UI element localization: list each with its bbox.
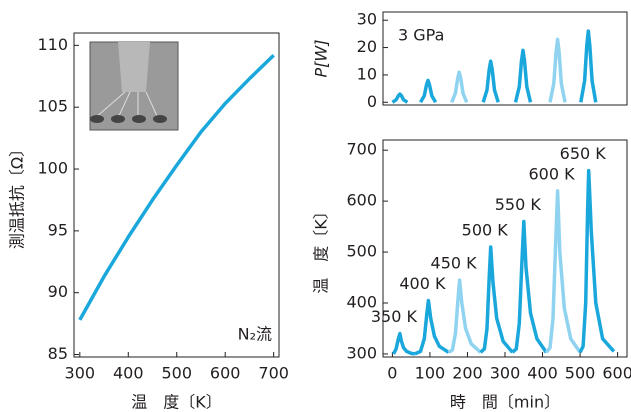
y-tick-label: 90	[48, 282, 68, 301]
inset-wire	[94, 91, 126, 119]
x-tick-label: 300	[65, 364, 96, 383]
y-tick-label: 600	[346, 191, 377, 210]
data-line	[578, 168, 616, 354]
y-tick-label: 95	[48, 220, 68, 239]
y-tick-label: 110	[37, 35, 68, 54]
peak-label: 400 K	[399, 274, 446, 293]
inset-pad	[90, 115, 104, 123]
y-axis-label: 温 度〔K〕	[312, 203, 331, 294]
y-tick-label: 400	[346, 293, 377, 312]
inset-pattern	[118, 42, 150, 92]
data-line	[511, 219, 548, 354]
x-tick-label: 600	[210, 364, 241, 383]
peak-label: 500 K	[462, 220, 509, 239]
data-line	[513, 48, 533, 103]
x-tick-label: 100	[415, 364, 446, 383]
annotation: N₂流	[238, 325, 272, 344]
x-tick-label: 700	[258, 364, 289, 383]
data-line	[544, 189, 582, 354]
data-line	[479, 245, 514, 354]
y-tick-label: 10	[357, 64, 377, 83]
y-tick-label: 30	[357, 10, 377, 29]
y-axis-label: 測温抵抗〔Ω〕	[8, 141, 27, 249]
peak-label: 550 K	[495, 195, 542, 214]
inset-pad	[153, 115, 167, 123]
peak-label: 600 K	[528, 164, 575, 183]
y-tick-label: 100	[37, 159, 68, 178]
y-tick-label: 300	[346, 343, 377, 362]
data-line	[391, 92, 409, 104]
inset-wire	[145, 91, 159, 119]
y-axis-label: P[W]	[312, 40, 331, 78]
data-line	[481, 59, 500, 103]
data-line	[447, 278, 482, 354]
x-tick-label: 500	[565, 364, 596, 383]
y-tick-label: 500	[346, 242, 377, 261]
peak-label: 350 K	[371, 307, 418, 326]
y-tick-label: 85	[48, 344, 68, 363]
plot-frame	[382, 11, 628, 106]
data-line	[450, 70, 469, 103]
x-tick-label: 400	[527, 364, 558, 383]
data-line	[579, 29, 598, 103]
x-axis-label: 時 間〔min〕	[450, 393, 560, 412]
data-line	[548, 37, 567, 103]
x-tick-label: 400	[113, 364, 144, 383]
data-line	[414, 298, 450, 356]
inset-pad	[111, 115, 125, 123]
data-line	[418, 78, 438, 104]
y-tick-label: 0	[367, 92, 377, 111]
x-tick-label: 300	[490, 364, 521, 383]
peak-label: 450 K	[431, 254, 478, 273]
x-axis-label: 温 度〔K〕	[131, 393, 222, 412]
inset-wire	[117, 91, 131, 119]
y-tick-label: 700	[346, 140, 377, 159]
peak-label: 650 K	[560, 144, 607, 163]
y-tick-label: 105	[37, 97, 68, 116]
data-line	[78, 54, 275, 321]
data-line	[391, 331, 416, 356]
inset-photo	[89, 41, 179, 131]
inset-pad	[132, 115, 146, 123]
x-tick-label: 200	[452, 364, 483, 383]
y-tick-label: 20	[357, 37, 377, 56]
x-tick-label: 600	[602, 364, 631, 383]
x-tick-label: 0	[387, 364, 397, 383]
x-tick-label: 500	[161, 364, 192, 383]
annotation: 3 GPa	[398, 26, 444, 45]
